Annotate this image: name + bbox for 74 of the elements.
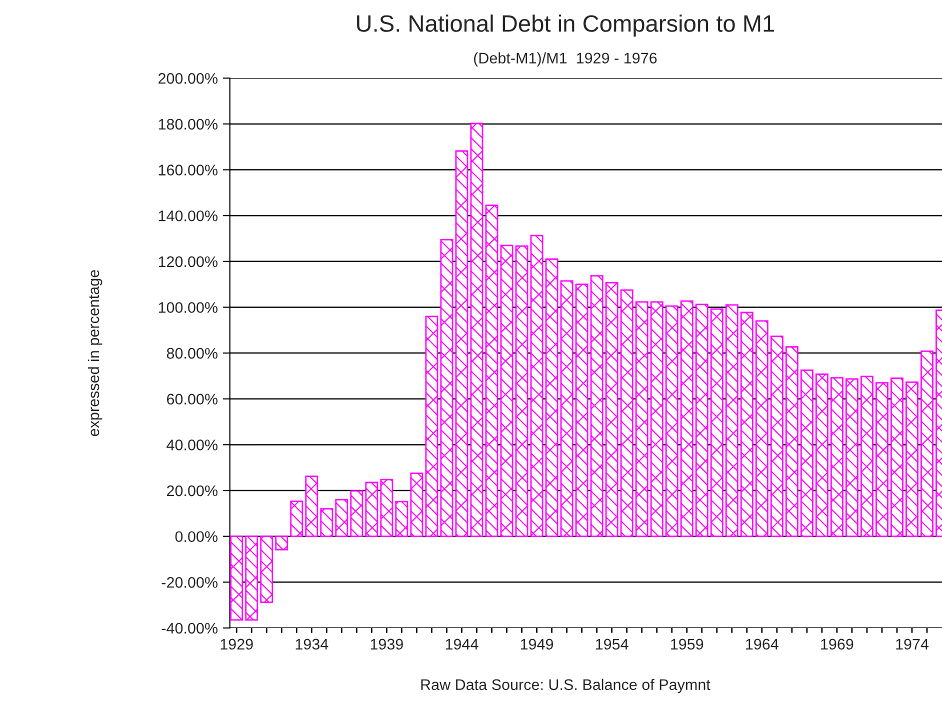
y-tick-label: 200.00% bbox=[158, 73, 218, 84]
bar bbox=[410, 472, 424, 538]
y-tick-label: 0.00% bbox=[175, 531, 218, 542]
bar bbox=[620, 289, 634, 538]
bar bbox=[785, 346, 798, 538]
bar bbox=[425, 316, 438, 538]
bar bbox=[230, 536, 244, 621]
y-tick-label: 100.00% bbox=[158, 302, 218, 313]
bar bbox=[350, 490, 364, 538]
x-tick-label: 1949 bbox=[520, 638, 554, 650]
bar bbox=[590, 275, 604, 538]
bar bbox=[485, 204, 498, 538]
bar bbox=[545, 258, 558, 538]
x-tick-label: 1954 bbox=[596, 638, 628, 650]
bar bbox=[695, 304, 708, 538]
bar bbox=[440, 238, 454, 538]
y-tick-label: 40.00% bbox=[166, 440, 218, 450]
bar bbox=[560, 280, 574, 538]
x-tick-label: 1934 bbox=[296, 638, 328, 650]
bar bbox=[365, 482, 378, 538]
bar bbox=[770, 336, 784, 538]
bar bbox=[530, 234, 544, 538]
x-tick-label: 1944 bbox=[446, 638, 478, 650]
x-tick-label: 1964 bbox=[746, 638, 778, 650]
bar bbox=[740, 312, 754, 538]
bar bbox=[680, 300, 694, 538]
bar bbox=[650, 301, 664, 538]
bar bbox=[755, 320, 768, 538]
bar bbox=[575, 284, 588, 538]
bar bbox=[845, 378, 858, 538]
bar bbox=[335, 498, 348, 538]
bar bbox=[380, 478, 394, 538]
bar bbox=[725, 304, 738, 538]
bar bbox=[275, 536, 288, 550]
x-tick-label: 1974 bbox=[896, 638, 929, 650]
chart-title: U.S. National Debt in Comparsion to M1 bbox=[357, 14, 774, 37]
bar bbox=[245, 536, 258, 621]
bar bbox=[395, 500, 408, 538]
bar bbox=[815, 373, 828, 538]
y-axis-title: expressed in percentage bbox=[88, 270, 102, 436]
bar bbox=[906, 381, 918, 538]
bar bbox=[290, 500, 304, 538]
y-tick-label: 160.00% bbox=[158, 164, 218, 176]
x-tick-label: 1939 bbox=[370, 638, 403, 650]
bar bbox=[635, 301, 648, 538]
y-tick-label: 180.00% bbox=[158, 118, 218, 130]
y-tick-label: 20.00% bbox=[167, 485, 218, 496]
x-tick-label: 1959 bbox=[671, 638, 704, 650]
bar bbox=[665, 305, 678, 538]
y-tick-label: -20.00% bbox=[162, 577, 218, 588]
y-tick-label: 60.00% bbox=[167, 394, 218, 405]
text: Raw Data Source: U.S. Balance of Paymnt bbox=[421, 678, 710, 694]
bar bbox=[320, 508, 334, 538]
bar bbox=[500, 244, 514, 538]
bar bbox=[860, 376, 874, 538]
bar bbox=[515, 245, 528, 538]
bar bbox=[920, 350, 934, 538]
bar bbox=[800, 370, 814, 538]
bar bbox=[830, 377, 844, 538]
y-tick-label: 80.00% bbox=[166, 348, 218, 359]
bar bbox=[890, 378, 904, 538]
y-tick-label: -40.00% bbox=[162, 622, 218, 634]
y-tick-label: 140.00% bbox=[158, 210, 218, 222]
bar bbox=[260, 536, 274, 604]
bar bbox=[605, 282, 618, 538]
bar bbox=[305, 476, 318, 538]
y-tick-label: 120.00% bbox=[158, 256, 218, 268]
bar bbox=[710, 308, 724, 538]
x-tick-label: 1969 bbox=[821, 638, 854, 650]
x-tick-label: 1929 bbox=[220, 638, 253, 650]
chart-subtitle: (Debt-M1)/M1 1929 - 1976 bbox=[474, 52, 657, 67]
bar bbox=[470, 122, 484, 538]
bar bbox=[455, 150, 468, 538]
bar bbox=[875, 382, 888, 538]
